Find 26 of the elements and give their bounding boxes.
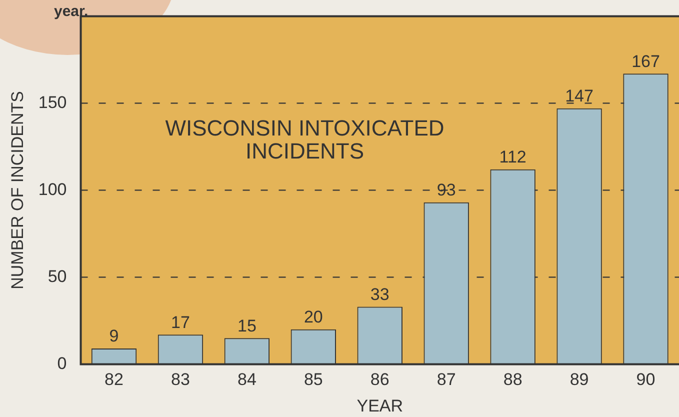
text: WISCONSIN INTOXICATED INCIDENTS bbox=[165, 115, 444, 164]
y-axis-title: NUMBER OF INCIDENTS bbox=[8, 91, 27, 290]
data-label: 93 bbox=[436, 180, 456, 200]
data-label: 9 bbox=[109, 326, 119, 346]
data-label: 17 bbox=[171, 312, 190, 332]
x-tick-label: 89 bbox=[570, 370, 589, 390]
y-tick-label: 100 bbox=[38, 180, 67, 199]
data-label: 20 bbox=[304, 308, 323, 327]
x-tick-label: 88 bbox=[503, 370, 522, 390]
x-tick-label: 90 bbox=[636, 370, 656, 390]
x-tick-label: 83 bbox=[171, 370, 190, 390]
x-tick-label: 84 bbox=[237, 370, 256, 390]
x-axis-title: YEAR bbox=[356, 396, 404, 416]
x-tick-label: 86 bbox=[370, 370, 390, 390]
data-label: 33 bbox=[370, 284, 390, 304]
data-label: 167 bbox=[632, 52, 660, 71]
annotation: year. bbox=[54, 3, 88, 20]
y-tick-label: 50 bbox=[48, 266, 67, 286]
x-tick-label: 85 bbox=[304, 370, 323, 390]
x-tick-label: 87 bbox=[436, 370, 456, 390]
data-label: 15 bbox=[237, 316, 256, 336]
data-label: 147 bbox=[565, 86, 594, 106]
data-label: 112 bbox=[499, 148, 526, 167]
y-tick-label: 150 bbox=[38, 92, 67, 112]
x-tick-label: 82 bbox=[104, 370, 124, 390]
y-tick-label: 0 bbox=[57, 354, 67, 373]
